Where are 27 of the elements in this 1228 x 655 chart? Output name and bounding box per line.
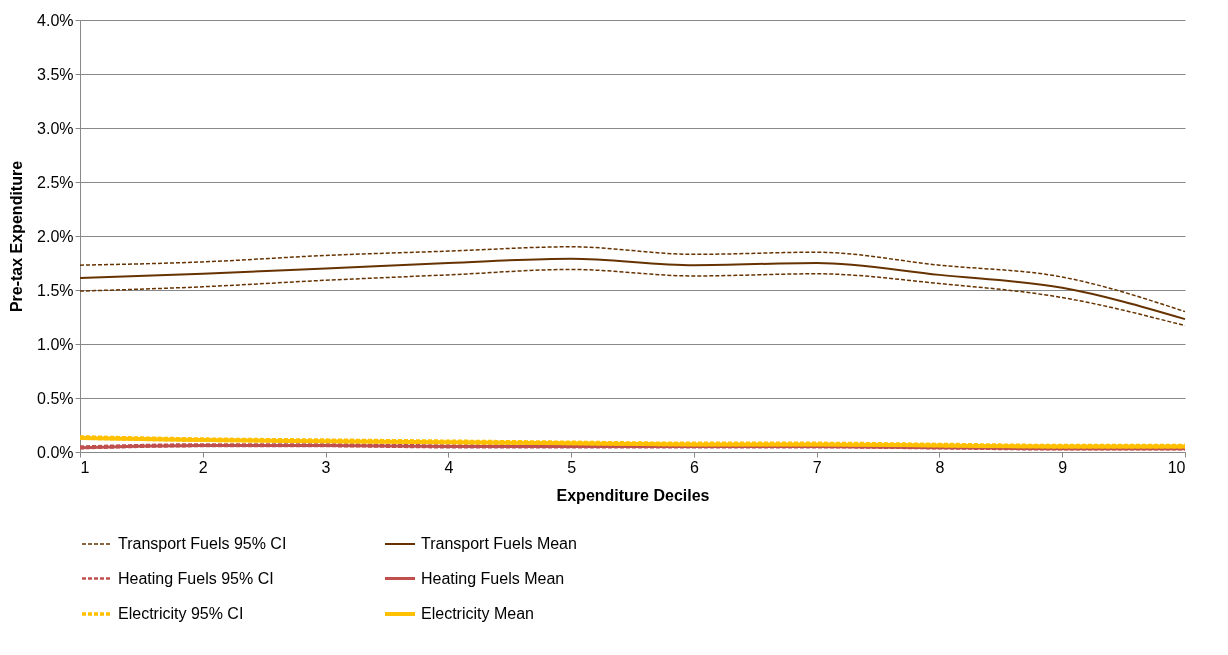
x-tick-label: 2 (198, 458, 208, 476)
y-tick-label: 3.0% (37, 119, 74, 137)
legend-label: Electricity 95% CI (118, 605, 244, 622)
x-tick-label: 1 (80, 458, 90, 476)
y-tick-label: 4.0% (37, 11, 74, 29)
y-axis-title: Pre-tax Expenditure (8, 160, 26, 313)
y-tick-label: 2.0% (37, 227, 74, 245)
x-axis-title: Expenditure Deciles (556, 486, 710, 504)
legend-label: Heating Fuels Mean (421, 569, 565, 587)
y-tick-label: 3.5% (37, 65, 74, 83)
y-tick-label: 1.5% (37, 281, 74, 299)
y-tick-label: 0.0% (37, 443, 74, 461)
x-tick-label: 8 (935, 458, 945, 476)
x-tick-label: 3 (321, 458, 331, 476)
legend-label: Heating Fuels 95% CI (118, 569, 274, 587)
x-tick-label: 7 (812, 458, 822, 476)
x-tick-label: 6 (689, 458, 699, 476)
x-tick-label: 10 (1167, 458, 1186, 476)
y-tick-label: 0.5% (37, 389, 74, 407)
x-tick-label: 9 (1058, 458, 1068, 476)
x-tick-label: 4 (444, 458, 454, 476)
legend-label: Electricity Mean (421, 605, 534, 622)
legend-label: Transport Fuels 95% CI (118, 535, 287, 552)
y-tick-label: 1.0% (37, 335, 74, 353)
legend-label: Transport Fuels Mean (421, 535, 577, 552)
x-tick-label: 5 (567, 458, 577, 476)
y-tick-label: 2.5% (37, 173, 74, 191)
